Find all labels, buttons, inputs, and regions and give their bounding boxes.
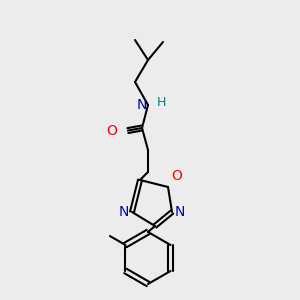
Text: N: N bbox=[136, 98, 147, 112]
Text: N: N bbox=[175, 205, 185, 219]
Text: H: H bbox=[157, 97, 166, 110]
Text: O: O bbox=[106, 124, 117, 138]
Text: O: O bbox=[171, 169, 182, 183]
Text: N: N bbox=[118, 205, 129, 219]
